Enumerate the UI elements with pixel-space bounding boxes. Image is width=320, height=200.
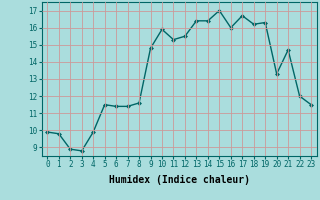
X-axis label: Humidex (Indice chaleur): Humidex (Indice chaleur): [109, 175, 250, 185]
